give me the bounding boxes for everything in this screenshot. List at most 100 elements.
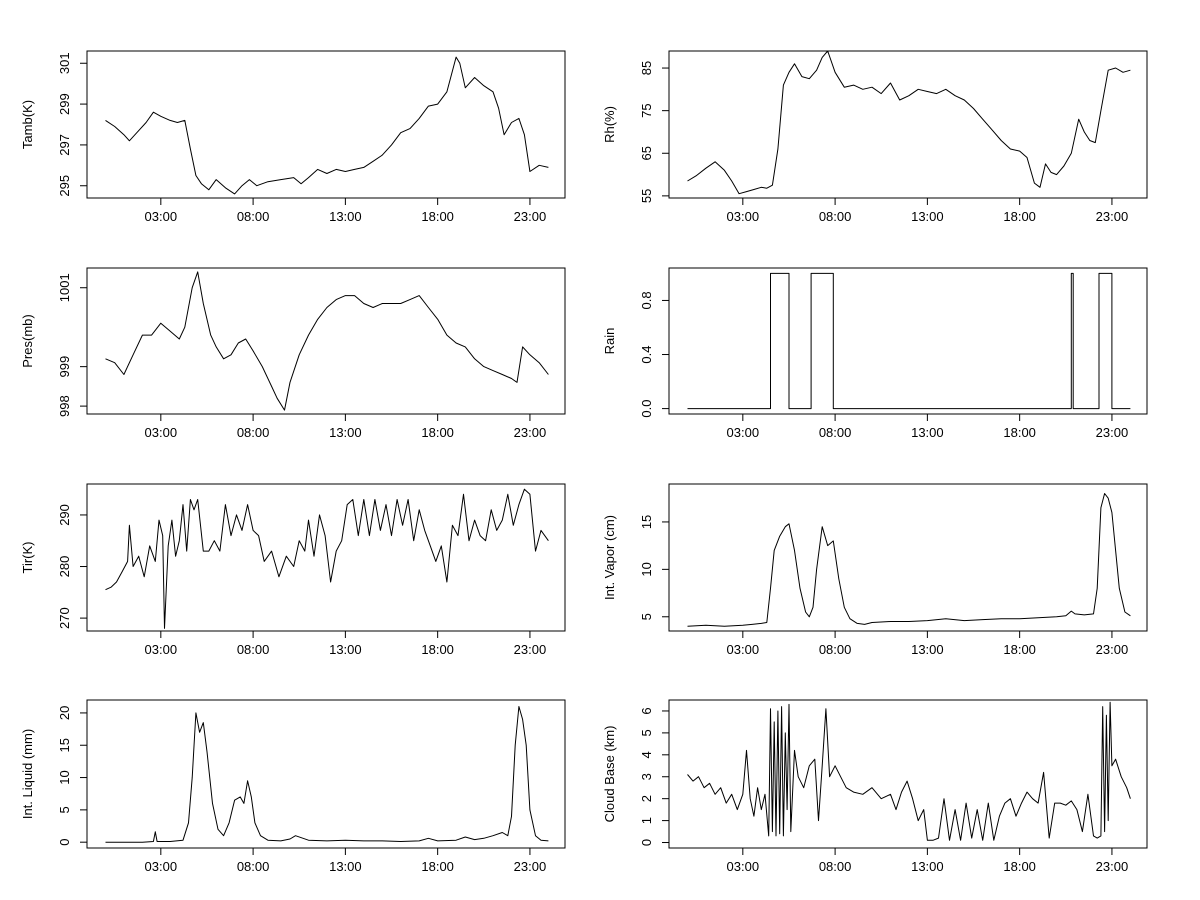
y-axis-label: Pres(mb) <box>20 314 35 367</box>
x-tick-label: 03:00 <box>727 209 760 224</box>
x-tick-label: 13:00 <box>911 642 944 657</box>
chart-panel-5: 03:00 08:00 13:00 18:00 23:00 270 280 290 Tir(K) <box>20 483 566 657</box>
x-tick-label: 23:00 <box>1096 859 1129 874</box>
y-tick-label: 6 <box>639 707 654 714</box>
y-tick-label: 301 <box>57 52 72 74</box>
y-tick-label: 5 <box>57 806 72 813</box>
y-tick-label: 5 <box>639 613 654 620</box>
x-tick-label: 03:00 <box>145 209 178 224</box>
x-tick-label: 08:00 <box>819 425 852 440</box>
y-axis-label: Cloud Base (km) <box>602 726 617 823</box>
y-tick-label: 75 <box>639 103 654 117</box>
series-line-1 <box>687 701 1131 841</box>
y-tick-label: 15 <box>57 738 72 752</box>
x-tick-label: 08:00 <box>237 642 270 657</box>
plot-frame <box>86 699 566 849</box>
x-tick-label: 18:00 <box>1003 425 1036 440</box>
x-tick-label: 13:00 <box>329 209 362 224</box>
y-tick-label: 297 <box>57 134 72 156</box>
chart-panel-8: 03:00 08:00 13:00 18:00 23:00 0 1 2 3 4 5 6 Cloud Ba… <box>602 699 1148 874</box>
y-tick-label: 270 <box>57 607 72 629</box>
x-tick-label: 18:00 <box>421 859 454 874</box>
y-tick-label: 65 <box>639 146 654 160</box>
plot-frame <box>86 483 566 632</box>
y-tick-label: 2 <box>639 795 654 802</box>
y-axis-label: Rain <box>602 328 617 355</box>
y-tick-label: 1 <box>639 817 654 824</box>
y-tick-label: 15 <box>639 515 654 529</box>
chart-panel-4: 03:00 08:00 13:00 18:00 23:00 0.0 0.4 0.8 Rain <box>602 267 1148 440</box>
y-tick-label: 55 <box>639 189 654 203</box>
plot-frame <box>668 699 1148 849</box>
x-tick-label: 23:00 <box>1096 209 1129 224</box>
y-tick-label: 1001 <box>57 273 72 302</box>
x-tick-label: 13:00 <box>329 859 362 874</box>
x-tick-label: 18:00 <box>1003 642 1036 657</box>
series-line-1 <box>105 706 549 843</box>
y-tick-label: 0.4 <box>639 345 654 363</box>
x-tick-label: 18:00 <box>1003 859 1036 874</box>
x-tick-label: 03:00 <box>145 425 178 440</box>
x-tick-label: 03:00 <box>145 642 178 657</box>
x-tick-label: 03:00 <box>727 425 760 440</box>
chart-panel-1: 03:00 08:00 13:00 18:00 23:00 295 297 299 301 Tam… <box>20 50 566 224</box>
x-tick-label: 23:00 <box>1096 642 1129 657</box>
x-tick-label: 23:00 <box>514 425 547 440</box>
y-tick-label: 0 <box>639 839 654 846</box>
x-tick-label: 13:00 <box>911 425 944 440</box>
x-tick-label: 18:00 <box>1003 209 1036 224</box>
y-tick-label: 3 <box>639 773 654 780</box>
y-tick-label: 20 <box>57 706 72 720</box>
x-tick-label: 13:00 <box>911 859 944 874</box>
y-tick-label: 290 <box>57 504 72 526</box>
chart-panel-7: 03:00 08:00 13:00 18:00 23:00 0 5 10 15 20 Int. Li… <box>20 699 566 874</box>
y-axis-label: Int. Vapor (cm) <box>602 515 617 600</box>
x-tick-label: 13:00 <box>329 425 362 440</box>
y-tick-label: 10 <box>639 562 654 576</box>
series-line-1 <box>105 271 549 411</box>
chart-panel-2: 03:00 08:00 13:00 18:00 23:00 55 65 75 85 Rh(%) <box>602 50 1148 224</box>
x-tick-label: 03:00 <box>145 859 178 874</box>
plot-frame <box>668 50 1148 199</box>
plot-frame <box>86 267 566 415</box>
y-tick-label: 4 <box>639 751 654 758</box>
y-axis-label: Rh(%) <box>602 106 617 143</box>
y-tick-label: 998 <box>57 395 72 417</box>
y-tick-label: 999 <box>57 356 72 378</box>
x-tick-label: 23:00 <box>514 859 547 874</box>
plot-frame <box>668 267 1148 415</box>
x-tick-label: 08:00 <box>237 859 270 874</box>
x-tick-label: 23:00 <box>514 642 547 657</box>
x-tick-label: 08:00 <box>819 859 852 874</box>
y-tick-label: 10 <box>57 770 72 784</box>
y-tick-label: 299 <box>57 93 72 115</box>
x-tick-label: 18:00 <box>421 209 454 224</box>
x-tick-label: 23:00 <box>514 209 547 224</box>
chart-panel-6: 03:00 08:00 13:00 18:00 23:00 5 10 15 Int. Vapor… <box>602 483 1148 657</box>
y-axis-label: Tamb(K) <box>20 100 35 149</box>
y-tick-label: 0 <box>57 839 72 846</box>
y-axis-label: Int. Liquid (mm) <box>20 729 35 819</box>
y-tick-label: 5 <box>639 729 654 736</box>
y-tick-label: 0.0 <box>639 400 654 418</box>
y-tick-label: 85 <box>639 61 654 75</box>
series-line-1 <box>105 56 549 195</box>
series-line-1 <box>687 493 1131 627</box>
series-line-1 <box>687 50 1131 195</box>
plot-frame <box>86 50 566 199</box>
x-tick-label: 18:00 <box>421 642 454 657</box>
series-line-1 <box>105 488 549 629</box>
x-tick-label: 08:00 <box>237 209 270 224</box>
chart-panel-3: 03:00 08:00 13:00 18:00 23:00 998 999 1001 Pres(… <box>20 267 566 440</box>
x-tick-label: 08:00 <box>237 425 270 440</box>
x-tick-label: 03:00 <box>727 642 760 657</box>
x-tick-label: 13:00 <box>329 642 362 657</box>
x-tick-label: 08:00 <box>819 209 852 224</box>
series-line-1 <box>687 272 1131 410</box>
y-tick-label: 295 <box>57 175 72 197</box>
x-tick-label: 03:00 <box>727 859 760 874</box>
y-axis-label: Tir(K) <box>20 541 35 573</box>
y-tick-label: 0.8 <box>639 291 654 309</box>
x-tick-label: 13:00 <box>911 209 944 224</box>
